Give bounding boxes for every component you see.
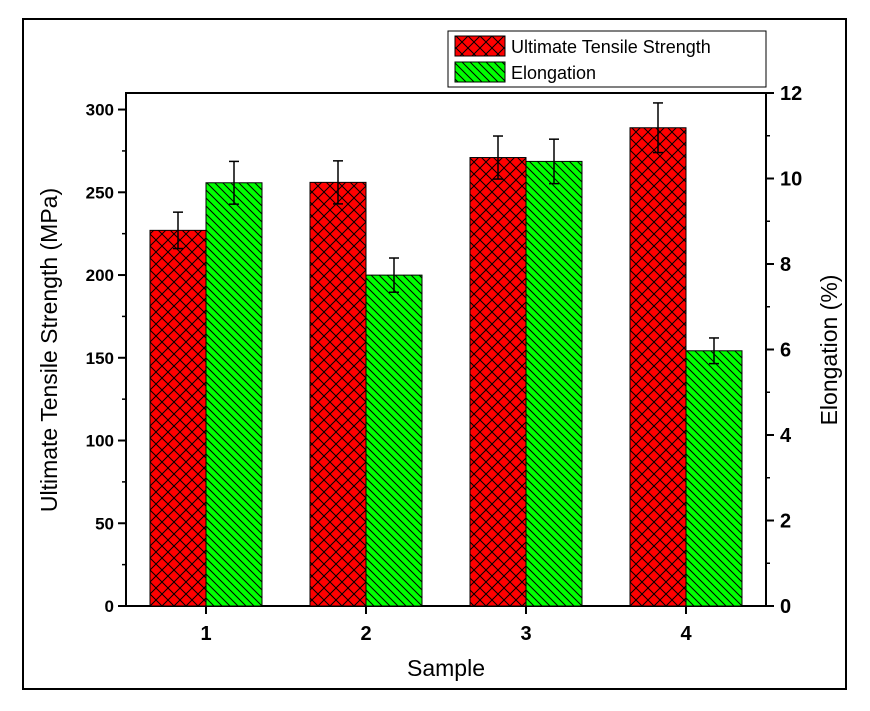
x-tick-label: 4 [680,623,692,645]
error-bar-uts-sample-2 [333,160,343,205]
error-bar-elongation-sample-1 [229,160,239,205]
y-axis-right-title: Elongation (%) [816,275,842,426]
legend-label-uts: Ultimate Tensile Strength [511,37,711,57]
bar-uts-sample-4 [629,127,687,607]
y-axis-left-title: Ultimate Tensile Strength (MPa) [36,188,62,512]
y-left-tick-label: 250 [86,183,114,202]
legend-swatch-elongation [454,61,506,83]
y-right-tick-label: 0 [780,596,791,618]
error-bar-elongation-sample-4 [709,337,719,365]
y-right-tick-label: 12 [780,83,802,105]
bar-elongation-sample-4 [685,350,743,607]
legend: Ultimate Tensile Strength Elongation [447,30,767,88]
y-left-tick-label: 300 [86,101,114,120]
bar-elongation-sample-3 [525,160,583,607]
y-left-tick-label: 100 [86,432,114,451]
error-bar-uts-sample-3 [493,135,503,180]
x-tick-label: 1 [200,623,211,645]
figure-frame [22,18,847,690]
bar-elongation-sample-1 [205,182,263,607]
y-left-tick-label: 200 [86,266,114,285]
legend-swatch-uts [454,35,506,57]
error-bar-elongation-sample-2 [389,257,399,293]
y-right-tick-label: 6 [780,340,791,362]
bar-elongation-sample-2 [365,274,423,607]
x-tick-label: 2 [360,623,371,645]
y-right-tick-label: 2 [780,511,791,533]
bar-uts-sample-2 [309,181,367,607]
bar-uts-sample-1 [149,229,207,607]
y-left-tick-label: 50 [95,514,114,533]
bar-uts-sample-3 [469,157,527,607]
y-left-tick-label: 150 [86,349,114,368]
x-tick-label: 3 [520,623,531,645]
y-right-tick-label: 4 [780,425,792,447]
error-bar-elongation-sample-3 [549,138,559,185]
y-right-tick-label: 8 [780,254,791,276]
error-bar-uts-sample-4 [653,102,663,154]
x-axis-title: Sample [407,655,485,681]
y-right-tick-label: 10 [780,169,802,191]
y-left-tick-label: 0 [105,597,114,616]
legend-label-elongation: Elongation [511,63,596,83]
error-bar-uts-sample-1 [173,211,183,250]
